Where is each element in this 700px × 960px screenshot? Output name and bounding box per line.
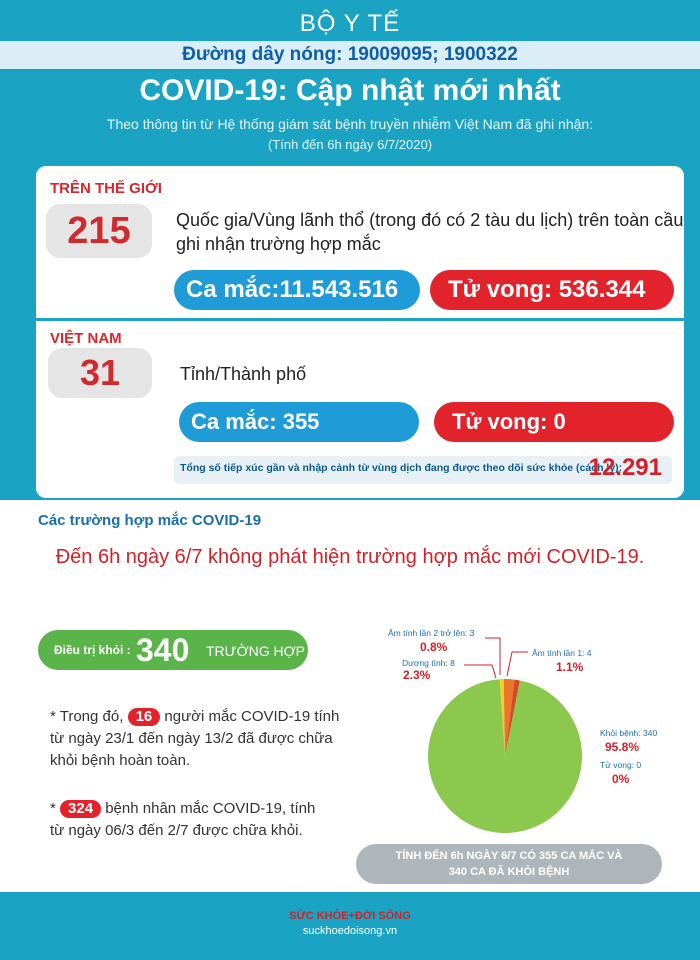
source-note: Theo thông tin từ Hệ thống giám sát bệnh…	[106, 116, 594, 132]
note1-line1: người mắc COVID-19 tính	[164, 708, 340, 725]
pct-positive: 2.3%	[403, 668, 431, 682]
note1-badge: 16	[127, 708, 161, 726]
date-note: (Tính đến 6h ngày 6/7/2020)	[267, 137, 433, 152]
pct-negative-once: 1.1%	[556, 660, 584, 674]
slice-positive	[503, 679, 515, 756]
recovery-pie-chart	[428, 637, 582, 833]
leader-negative-once	[506, 651, 528, 677]
treated-label: Điều trị khỏi :	[54, 643, 131, 657]
contacts-value: 12.291	[588, 454, 662, 481]
leader-positive	[464, 664, 497, 679]
pct-negative-twice: 0.8%	[420, 640, 448, 654]
site-url: suckhoedoisong.vn	[302, 925, 398, 937]
note1-line2: từ ngày 23/1 đến ngày 13/2 đã được chữa	[50, 730, 333, 747]
summary-line2: 340 CA ĐÃ KHỎI BỆNH	[448, 866, 570, 878]
pct-recovered: 95.8%	[605, 740, 640, 754]
label-negative-twice: Âm tính lần 2 trở lên: 3	[388, 628, 475, 638]
world-description: Quốc gia/Vùng lãnh thổ (trong đó có 2 tà…	[176, 208, 683, 256]
leader-negative-twice	[485, 637, 501, 675]
world-country-count: 215	[46, 204, 152, 258]
note2-prefix: *	[50, 800, 56, 817]
world-label: TRÊN THẾ GIỚI	[50, 180, 162, 197]
summary-pill: TÍNH ĐẾN 6h NGÀY 6/7 CÓ 355 CA MẮC VÀ 34…	[356, 844, 662, 884]
slice-negative-twice	[499, 679, 505, 756]
hotline-bar: Đường dây nóng: 19009095; 1900322	[0, 41, 700, 69]
treated-unit: TRƯỜNG HỢP	[206, 643, 305, 659]
note-second-wave: * 324 bệnh nhân mắc COVID-19, tính từ ng…	[50, 798, 315, 842]
vietnam-cases-pill: Ca mắc: 355	[179, 402, 419, 442]
footer: SỨC KHỎE+ĐỜI SỐNG suckhoedoisong.vn	[0, 892, 700, 960]
world-cases-pill: Ca mắc:11.543.516	[174, 270, 420, 310]
pct-deaths: 0%	[612, 772, 630, 786]
contacts-bar: Tổng số tiếp xúc gần và nhập cảnh từ vùn…	[174, 454, 672, 484]
summary-line1: TÍNH ĐẾN 6h NGÀY 6/7 CÓ 355 CA MẮC VÀ	[395, 850, 623, 862]
brand-logo: SỨC KHỎE+ĐỜI SỐNG	[289, 910, 411, 922]
world-description-line2: ghi nhận trường hợp mắc	[176, 234, 381, 254]
vietnam-province-count: 31	[48, 348, 152, 398]
world-description-line1: Quốc gia/Vùng lãnh thổ (trong đó có 2 tà…	[176, 210, 684, 230]
slice-recovered	[428, 679, 582, 833]
label-recovered: Khỏi bệnh: 340	[600, 728, 658, 738]
world-deaths-pill: Tử vong: 536.344	[430, 270, 674, 310]
page-title: COVID-19: Cập nhật mới nhất	[139, 74, 561, 107]
label-deaths: Tử vong: 0	[600, 760, 642, 770]
cases-section-title: Các trường hợp mắc COVID-19	[38, 512, 262, 529]
note1-prefix: * Trong đó,	[50, 708, 124, 725]
header: BỘ Y TẾ Đường dây nóng: 19009095; 190032…	[0, 0, 700, 170]
pie-slices	[428, 679, 582, 833]
vietnam-label: VIỆT NAM	[50, 330, 122, 347]
note2-line1: bệnh nhân mắc COVID-19, tính	[105, 800, 316, 817]
ministry-name: BỘ Y TẾ	[299, 10, 401, 37]
treated-pill: Điều trị khỏi : 340 TRƯỜNG HỢP	[38, 630, 308, 670]
no-new-cases-headline: Đến 6h ngày 6/7 không phát hiện trường h…	[55, 546, 645, 568]
section-divider	[36, 318, 684, 321]
stats-card: TRÊN THẾ GIỚI 215 Quốc gia/Vùng lãnh thổ…	[36, 166, 684, 498]
label-positive: Dương tính: 8	[402, 658, 455, 668]
cases-panel: Các trường hợp mắc COVID-19 Đến 6h ngày …	[0, 500, 700, 892]
pie-leader-lines	[464, 637, 528, 679]
contacts-label: Tổng số tiếp xúc gần và nhập cảnh từ vùn…	[180, 462, 623, 474]
note1-line3: khỏi bệnh hoàn toàn.	[50, 752, 191, 769]
vietnam-description: Tỉnh/Thành phố	[180, 364, 307, 384]
slice-negative-once	[505, 679, 520, 756]
note-first-wave: * Trong đó, 16 người mắc COVID-19 tính t…	[50, 706, 339, 772]
note2-line2: từ ngày 06/3 đến 2/7 được chữa khỏi.	[50, 822, 303, 839]
note2-badge: 324	[60, 800, 102, 818]
vietnam-deaths-pill: Tử vong: 0	[434, 402, 674, 442]
hotline-text: Đường dây nóng: 19009095; 1900322	[182, 44, 518, 65]
treated-value: 340	[136, 632, 190, 668]
label-negative-once: Âm tính lần 1: 4	[532, 648, 592, 658]
